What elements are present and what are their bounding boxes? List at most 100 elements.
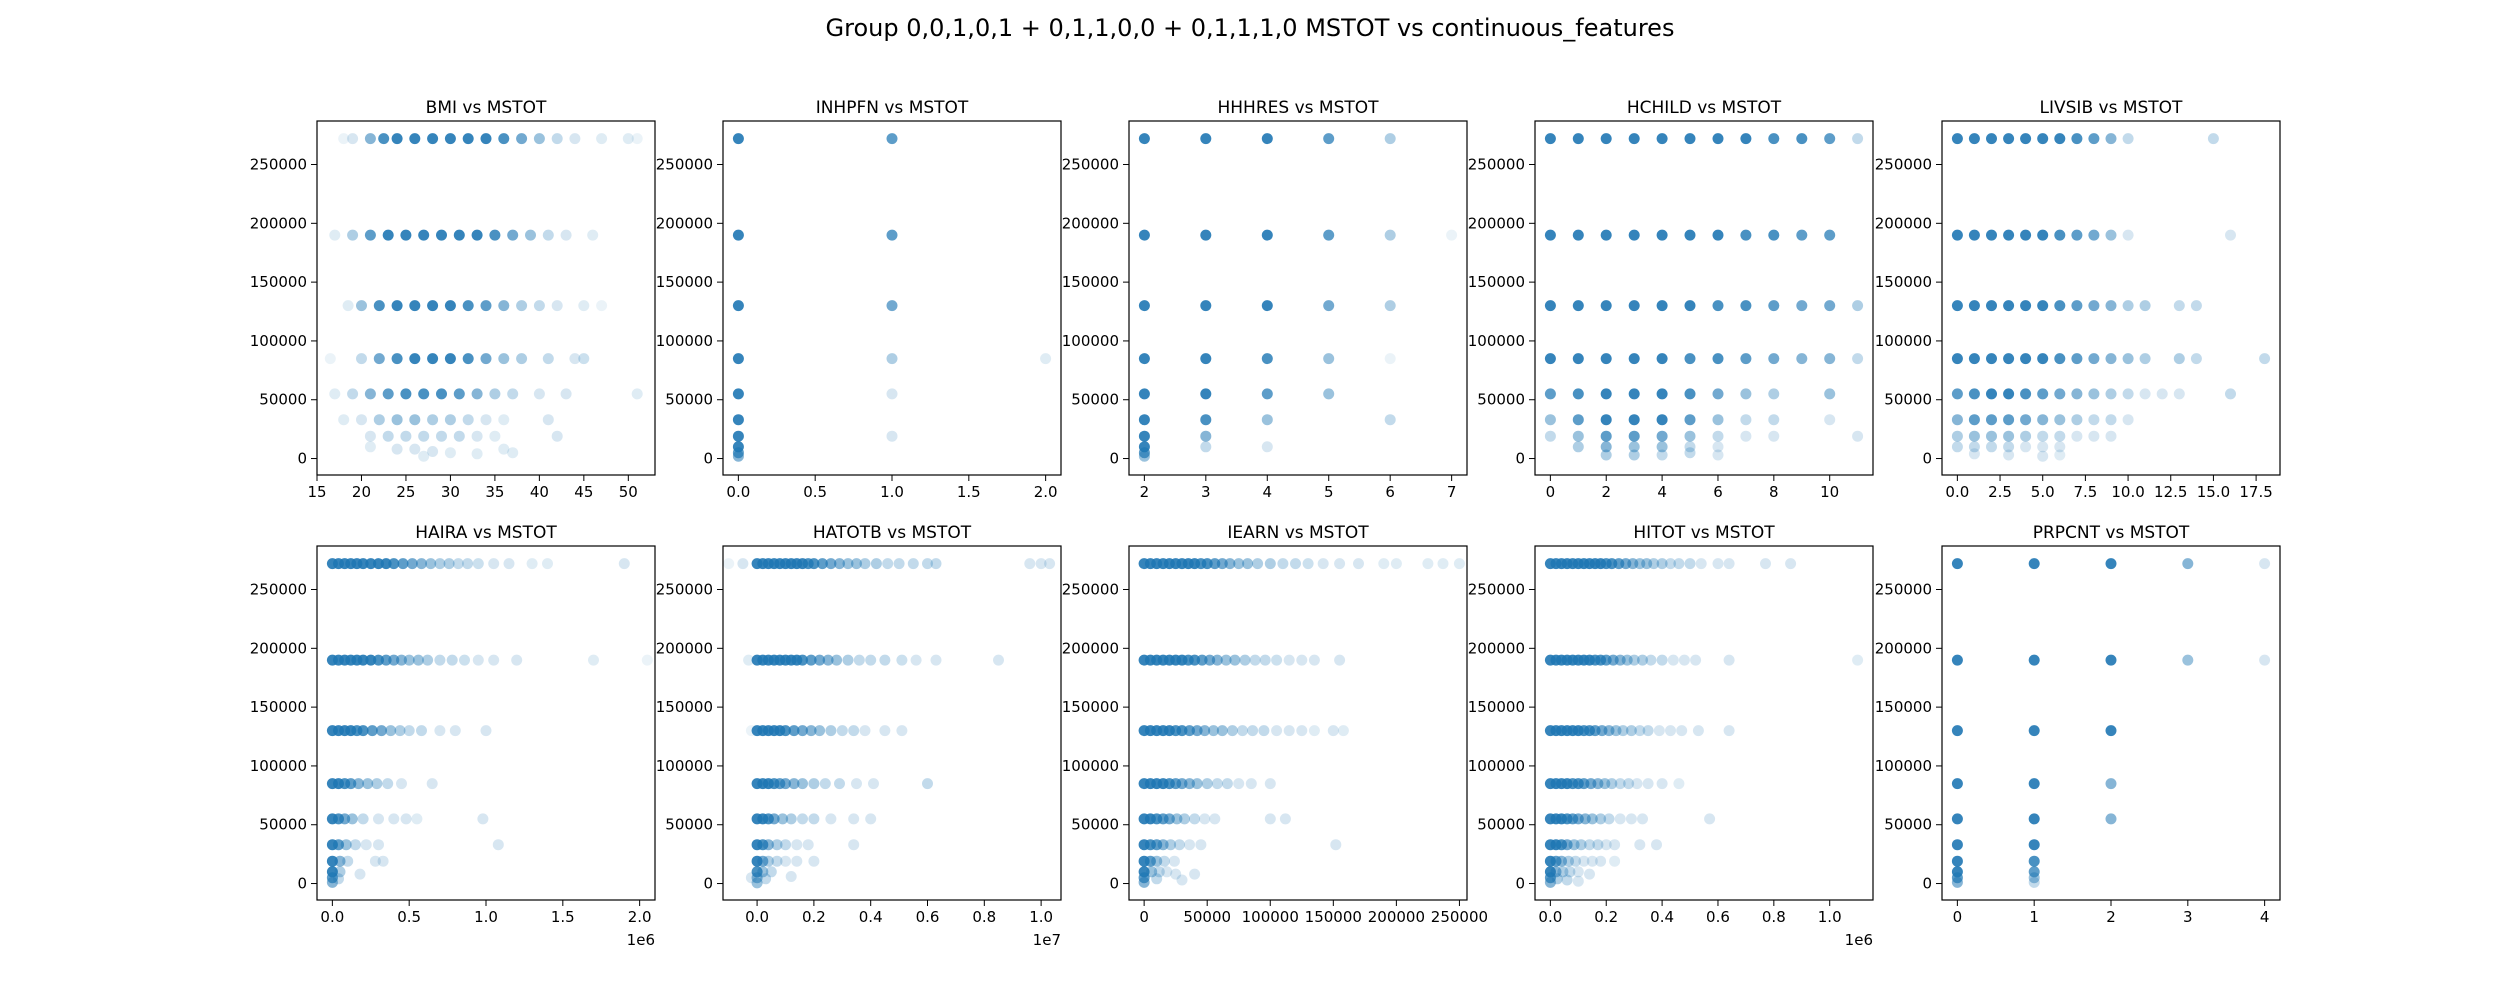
data-point [1600, 839, 1612, 851]
data-point [816, 558, 828, 570]
data-point [1575, 839, 1587, 851]
data-point [797, 725, 808, 737]
data-point [785, 813, 797, 825]
data-point [453, 229, 465, 241]
subplot-title: INHPFN vs MSTOT [816, 98, 969, 118]
data-point [879, 725, 891, 737]
data-point [1334, 654, 1346, 666]
data-point [1986, 300, 1997, 312]
data-point [848, 839, 860, 851]
data-point [436, 430, 447, 442]
data-point [808, 813, 820, 825]
data-point [560, 388, 572, 400]
data-point [462, 300, 474, 312]
data-point [1277, 558, 1289, 570]
data-point [882, 558, 894, 570]
data-point [526, 558, 538, 570]
y-tick-label: 200000 [1468, 214, 1525, 232]
data-point [2225, 229, 2236, 241]
data-point [1676, 725, 1688, 737]
data-point [886, 353, 898, 365]
data-point [2105, 133, 2117, 145]
data-point [1200, 300, 1212, 312]
data-point [1690, 654, 1702, 666]
data-point [1334, 558, 1346, 570]
data-point [1684, 229, 1696, 241]
data-point [1600, 441, 1612, 453]
data-point [1138, 229, 1150, 241]
data-point [788, 778, 800, 790]
data-point [1796, 353, 1808, 365]
data-point [1564, 866, 1576, 878]
data-point [886, 229, 898, 241]
data-point [1229, 654, 1241, 666]
subplot-1: 0.0 0.5 1.0 1.5 2.0 0 50000 100000 150000 200000 2… [656, 98, 1062, 501]
data-point [762, 839, 774, 851]
data-point [365, 654, 377, 666]
axis-offset-label: 1e6 [1845, 931, 1873, 949]
data-point [342, 855, 354, 867]
x-tick-label: 8 [1769, 483, 1779, 501]
data-point [1614, 813, 1626, 825]
data-point [569, 353, 581, 365]
data-point [1656, 441, 1668, 453]
data-point [1740, 229, 1752, 241]
y-tick-label: 100000 [1468, 332, 1525, 350]
data-point [2105, 414, 2117, 426]
y-tick-label: 250000 [1875, 581, 1932, 599]
y-tick-label: 50000 [1477, 391, 1525, 409]
data-point [2028, 876, 2040, 888]
y-tick-label: 200000 [656, 214, 713, 232]
data-point [1712, 430, 1724, 442]
data-point [2020, 353, 2032, 365]
x-tick-label: 4 [1657, 483, 1667, 501]
x-tick-label: 10 [1820, 483, 1839, 501]
data-point [2259, 654, 2271, 666]
data-point [1323, 300, 1335, 312]
data-point [2105, 353, 2117, 365]
data-point [1684, 300, 1696, 312]
data-point [2071, 388, 2083, 400]
data-point [1151, 873, 1163, 885]
data-point [1557, 866, 1569, 878]
y-tick-label: 150000 [1468, 273, 1525, 291]
data-point [2028, 778, 2040, 790]
data-point [426, 778, 438, 790]
data-point [825, 813, 837, 825]
data-point [449, 725, 461, 737]
x-tick-label: 17.5 [2239, 483, 2272, 501]
data-point [1171, 813, 1183, 825]
data-point [427, 446, 439, 457]
data-point [1264, 813, 1276, 825]
data-point [1986, 441, 1997, 453]
data-point [1986, 430, 1997, 442]
data-point [797, 654, 808, 666]
data-point [1572, 133, 1584, 145]
data-point [1656, 558, 1668, 570]
y-tick-label: 50000 [1884, 391, 1932, 409]
data-point [2122, 414, 2134, 426]
data-point [1584, 839, 1595, 851]
data-point [1199, 725, 1211, 737]
data-point [1824, 229, 1836, 241]
data-point [2037, 450, 2049, 462]
data-point [1628, 449, 1640, 461]
data-point [1951, 388, 1963, 400]
data-point [427, 300, 439, 312]
data-point [596, 300, 608, 312]
y-tick-label: 0 [1515, 450, 1525, 468]
data-point [1572, 388, 1584, 400]
data-point [1695, 558, 1707, 570]
data-point [1692, 725, 1704, 737]
data-point [1712, 449, 1724, 461]
data-point [1740, 300, 1752, 312]
data-point [771, 839, 783, 851]
data-point [2071, 414, 2083, 426]
data-point [1308, 654, 1320, 666]
data-point [2173, 353, 2185, 365]
data-point [1951, 855, 1963, 867]
data-point [1642, 778, 1654, 790]
data-point [1656, 430, 1668, 442]
data-point [2088, 388, 2100, 400]
data-point [2190, 300, 2202, 312]
